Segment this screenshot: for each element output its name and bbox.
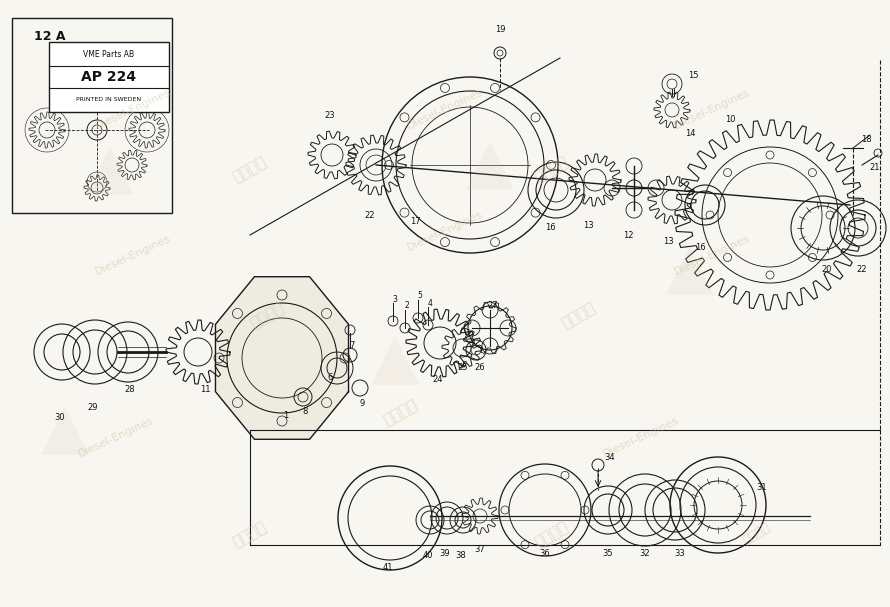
Text: 38: 38 [456,551,466,560]
Text: 23: 23 [325,110,336,120]
Text: Diesel-Engines: Diesel-Engines [77,415,155,459]
Text: 8: 8 [303,407,308,416]
Text: 35: 35 [603,549,613,557]
Text: ▲: ▲ [41,400,89,460]
Text: Diesel-Engines: Diesel-Engines [94,87,173,131]
Text: 34: 34 [604,453,615,463]
Text: 柴发动力: 柴发动力 [532,154,571,186]
Text: 12: 12 [623,231,634,240]
Text: Diesel-Engines: Diesel-Engines [406,87,484,131]
Text: 37: 37 [474,546,485,555]
Text: 9: 9 [360,399,365,407]
Text: 16: 16 [695,243,705,253]
Text: 柴发动力: 柴发动力 [559,300,598,331]
Text: 39: 39 [440,549,450,557]
Text: Diesel-Engines: Diesel-Engines [673,87,751,131]
Text: ▲: ▲ [371,330,419,390]
Text: 36: 36 [539,549,550,557]
Text: 20: 20 [821,265,832,274]
Text: 13: 13 [663,237,674,246]
Text: 13: 13 [583,220,594,229]
Text: 25: 25 [457,364,468,373]
Text: 14: 14 [684,129,695,138]
Text: 31: 31 [756,483,767,492]
Text: 18: 18 [861,135,871,144]
Text: 2: 2 [405,302,409,311]
Text: 29: 29 [88,404,98,413]
Text: Diesel-Engines: Diesel-Engines [673,233,751,277]
Text: 柴发动力: 柴发动力 [381,397,420,429]
Text: 1: 1 [283,410,288,419]
Text: 3: 3 [392,294,398,304]
Text: 16: 16 [545,223,555,232]
Text: 柴发动力: 柴发动力 [532,518,571,550]
Text: 32: 32 [640,549,651,557]
Polygon shape [215,277,349,439]
Text: 22: 22 [857,265,867,274]
Text: ▲: ▲ [666,240,714,300]
Text: 6: 6 [328,373,333,382]
Text: 27: 27 [488,300,498,310]
Text: 柴发动力: 柴发动力 [230,154,269,186]
Text: Diesel-Engines: Diesel-Engines [602,415,680,459]
Bar [49,42,169,112]
Text: 30: 30 [54,413,65,422]
Text: AP 224: AP 224 [82,70,136,84]
Text: 21: 21 [870,163,880,172]
Text: VME Parts AB: VME Parts AB [84,50,134,59]
Text: 19: 19 [495,25,506,35]
Text: ▲: ▲ [86,140,134,200]
Text: 柴发动力: 柴发动力 [230,518,269,550]
Text: 22: 22 [365,211,376,220]
Text: 41: 41 [383,563,393,572]
Text: 24: 24 [433,376,443,384]
Text: ▲: ▲ [466,135,514,195]
Text: 40: 40 [423,551,433,560]
Text: 11: 11 [199,385,210,395]
Text: 4: 4 [427,299,433,308]
Bar [12,18,172,213]
Text: 15: 15 [688,70,699,80]
Text: Diesel-Engines: Diesel-Engines [406,209,484,253]
Text: PRINTED IN SWEDEN: PRINTED IN SWEDEN [77,97,142,102]
Text: 28: 28 [125,385,135,395]
Text: 7: 7 [349,341,355,350]
Text: 17: 17 [409,217,420,226]
Text: 26: 26 [474,364,485,373]
Text: 5: 5 [417,291,423,300]
Text: Diesel-Engines: Diesel-Engines [94,233,173,277]
Text: 33: 33 [675,549,685,557]
Text: 10: 10 [724,115,735,124]
Text: 柴发动力: 柴发动力 [740,521,773,548]
Text: 12 A: 12 A [34,30,66,42]
Text: 柴发动力: 柴发动力 [247,300,287,331]
